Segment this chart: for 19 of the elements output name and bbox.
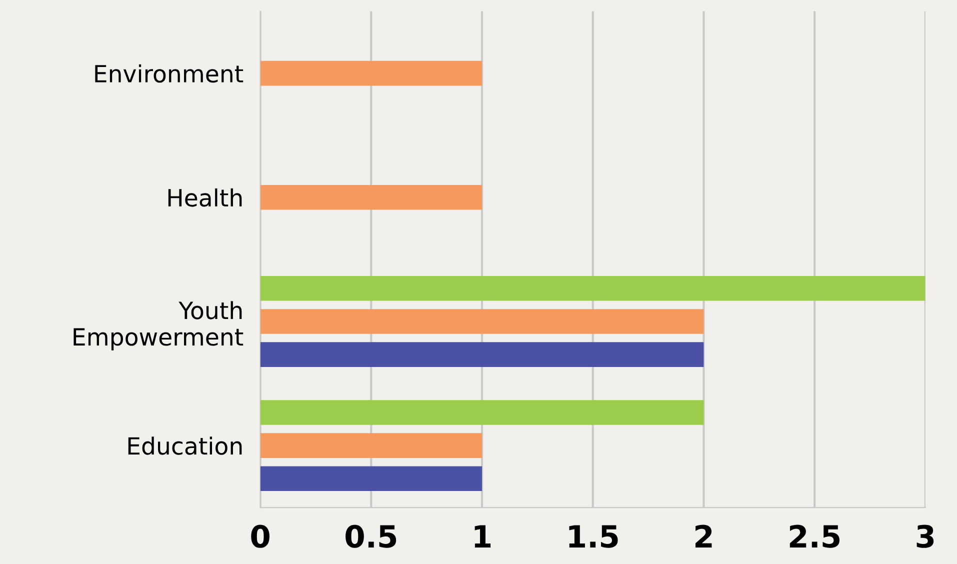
x-tick-label: 3 xyxy=(916,524,934,548)
x-tick-label: 2 xyxy=(696,524,712,548)
bar xyxy=(260,184,482,210)
bar xyxy=(260,466,482,492)
bar xyxy=(260,433,482,458)
bar xyxy=(260,309,704,334)
bar xyxy=(260,342,704,367)
bar xyxy=(260,400,704,425)
y-tick-label: Environment xyxy=(95,64,244,83)
x-tick-label: 2.5 xyxy=(790,524,840,548)
x-tick-label: 0.5 xyxy=(346,524,396,548)
y-tick-label: Youth Empowerment xyxy=(74,301,244,350)
x-tick-label: 1 xyxy=(474,525,491,548)
bar xyxy=(260,60,482,86)
x-tick-label: 1.5 xyxy=(569,525,618,548)
y-tick-label: Health xyxy=(168,188,242,207)
x-tick-label: 0 xyxy=(251,524,270,548)
bar xyxy=(260,276,926,301)
y-tick-label: Education xyxy=(128,436,242,455)
